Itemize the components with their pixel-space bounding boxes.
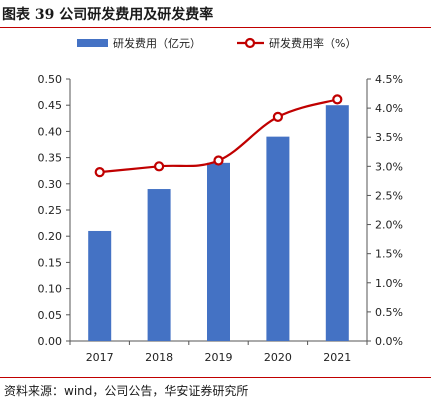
- line-point: [213, 155, 224, 166]
- right-tick-label: 2.0%: [375, 219, 403, 232]
- legend-bar-label: 研发费用（亿元）: [113, 36, 201, 50]
- line-point: [94, 167, 105, 178]
- right-tick-label: 1.5%: [375, 248, 403, 261]
- legend: 研发费用（亿元） 研发费用率（%）: [77, 36, 356, 50]
- line-point: [154, 161, 165, 172]
- line-series: [94, 94, 343, 178]
- left-tick-label: 0.35: [38, 152, 63, 165]
- left-tick-label: 0.45: [38, 99, 63, 112]
- x-tick-label: 2018: [145, 351, 173, 364]
- bar: [88, 230, 112, 341]
- left-tick-label: 0.25: [38, 204, 63, 217]
- right-axis: 0.0% 0.5% 1.0% 1.5% 2.0% 2.5% 3.0% 3.5% 4.0% 4.5%: [366, 73, 403, 348]
- bar: [325, 105, 349, 341]
- line-point: [272, 111, 283, 122]
- bar: [147, 189, 171, 341]
- left-tick-label: 0.40: [38, 125, 63, 138]
- x-tick-label: 2019: [205, 351, 233, 364]
- left-tick-label: 0.00: [38, 335, 63, 348]
- left-tick-label: 0.20: [38, 230, 63, 243]
- right-tick-label: 0.0%: [375, 335, 403, 348]
- bottom-rule: [0, 377, 431, 378]
- figure-title: 图表 39 公司研发费用及研发费率: [2, 7, 214, 23]
- bar: [207, 162, 230, 341]
- x-tick-label: 2020: [264, 351, 292, 364]
- chart: 研发费用（亿元） 研发费用率（%） 0.00 0.05 0.10 0.15 0.20 0.2…: [38, 36, 403, 364]
- x-tick-label: 2017: [86, 351, 114, 364]
- left-tick-label: 0.30: [38, 178, 63, 191]
- right-tick-label: 1.0%: [375, 277, 403, 290]
- left-axis: 0.00 0.05 0.10 0.15 0.20 0.25 0.30 0.35 0.40 0.45…: [38, 73, 71, 348]
- left-tick-label: 0.10: [38, 283, 63, 296]
- x-tick-label: 2021: [323, 351, 351, 364]
- source-note: 资料来源：wind，公司公告，华安证券研究所: [4, 384, 249, 398]
- left-tick-label: 0.50: [38, 73, 63, 86]
- title-rule: [0, 27, 431, 28]
- legend-line-label: 研发费用率（%）: [269, 36, 356, 50]
- x-axis: 2017 2018 2019 2020 2021: [69, 340, 368, 364]
- bar: [266, 136, 290, 341]
- left-tick-label: 0.15: [38, 256, 63, 269]
- right-tick-label: 3.5%: [375, 131, 403, 144]
- right-tick-label: 4.0%: [375, 102, 403, 115]
- right-tick-label: 4.5%: [375, 73, 403, 86]
- right-tick-label: 3.0%: [375, 160, 403, 173]
- right-tick-label: 2.5%: [375, 189, 403, 202]
- left-tick-label: 0.05: [38, 309, 63, 322]
- legend-line-marker: [244, 37, 256, 49]
- line-point: [332, 94, 343, 105]
- legend-bar-swatch: [77, 39, 108, 47]
- right-tick-label: 0.5%: [375, 306, 403, 319]
- bar-series: [88, 105, 349, 341]
